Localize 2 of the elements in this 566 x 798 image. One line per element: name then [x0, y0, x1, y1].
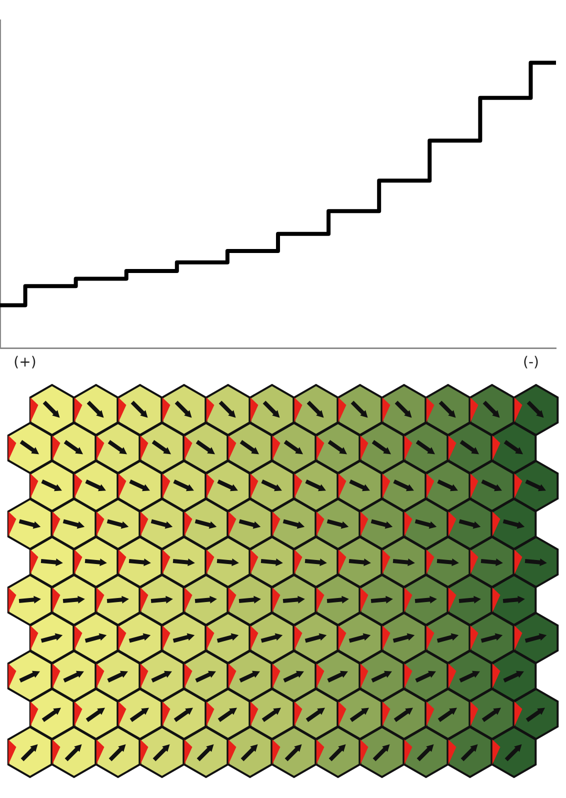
text: (+)	[14, 354, 36, 371]
text: (-)	[523, 354, 539, 371]
